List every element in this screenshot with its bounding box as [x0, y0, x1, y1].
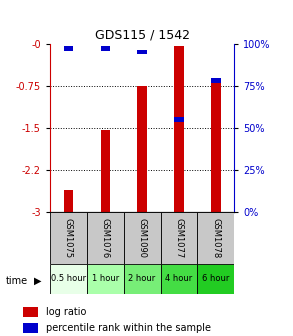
Bar: [161, 212, 197, 264]
Bar: [50, 264, 87, 294]
Bar: [124, 212, 161, 264]
Bar: [211, 78, 221, 83]
Bar: [137, 86, 147, 212]
Text: GSM1076: GSM1076: [101, 218, 110, 258]
Bar: [211, 80, 221, 212]
Text: time: time: [6, 276, 28, 286]
Text: ▶: ▶: [34, 276, 41, 286]
Bar: [64, 191, 73, 212]
Bar: [161, 264, 197, 294]
Text: 4 hour: 4 hour: [165, 275, 193, 283]
Bar: [174, 46, 184, 212]
Bar: [23, 323, 38, 333]
Text: GSM1077: GSM1077: [175, 218, 183, 258]
Text: log ratio: log ratio: [46, 307, 87, 317]
Bar: [137, 50, 147, 54]
Text: GSM1090: GSM1090: [138, 218, 146, 258]
Bar: [124, 264, 161, 294]
Bar: [100, 130, 110, 212]
Text: GSM1075: GSM1075: [64, 218, 73, 258]
Bar: [23, 307, 38, 317]
Text: 2 hour: 2 hour: [128, 275, 156, 283]
Bar: [87, 264, 124, 294]
Text: 0.5 hour: 0.5 hour: [51, 275, 86, 283]
Title: GDS115 / 1542: GDS115 / 1542: [95, 28, 190, 41]
Text: percentile rank within the sample: percentile rank within the sample: [46, 323, 211, 333]
Bar: [64, 46, 73, 51]
Text: GSM1078: GSM1078: [212, 218, 220, 258]
Bar: [87, 212, 124, 264]
Bar: [197, 212, 234, 264]
Bar: [197, 264, 234, 294]
Text: 6 hour: 6 hour: [202, 275, 230, 283]
Bar: [50, 212, 87, 264]
Text: 1 hour: 1 hour: [91, 275, 119, 283]
Bar: [174, 117, 184, 122]
Bar: [100, 46, 110, 51]
